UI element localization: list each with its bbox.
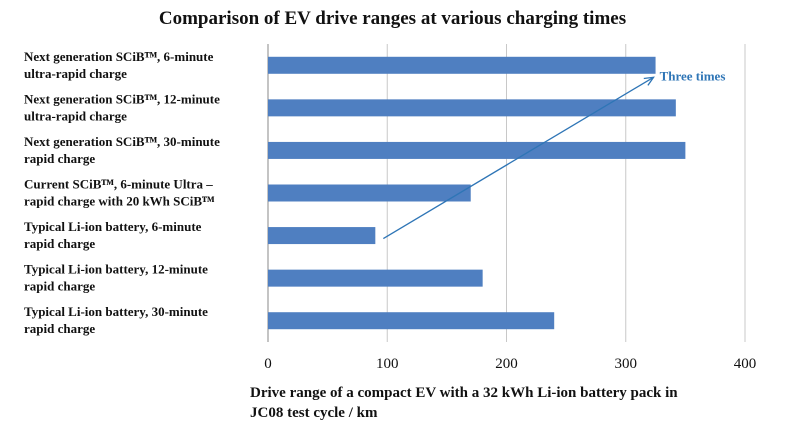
x-tick-label: 0 xyxy=(264,356,272,372)
category-label: rapid charge xyxy=(24,236,95,251)
x-tick-label: 400 xyxy=(734,356,757,372)
annotation-arrow xyxy=(382,76,654,240)
category-label: rapid charge with 20 kWh SCiBᵀᴹ xyxy=(24,194,215,209)
category-label: rapid charge xyxy=(24,321,95,336)
category-label: Next generation SCiBᵀᴹ, 6-minute xyxy=(24,49,214,64)
bar xyxy=(268,227,376,245)
x-tick-label: 100 xyxy=(376,356,399,372)
category-label: ultra-rapid charge xyxy=(24,66,127,81)
x-tick-label: 200 xyxy=(495,356,518,372)
category-label: rapid charge xyxy=(24,151,95,166)
bar xyxy=(268,56,656,74)
bar xyxy=(268,269,483,287)
annotation-label: Three times xyxy=(660,68,726,83)
bars xyxy=(268,56,686,330)
category-label: Typical Li-ion battery, 12-minute xyxy=(24,262,208,277)
category-label: Next generation SCiBᵀᴹ, 30-minute xyxy=(24,134,220,149)
x-axis-label: Drive range of a compact EV with a 32 kW… xyxy=(250,383,770,423)
bar xyxy=(268,184,471,202)
x-tick-label: 300 xyxy=(615,356,638,372)
category-label: Current SCiBᵀᴹ, 6-minute Ultra – xyxy=(24,177,213,192)
category-label: rapid charge xyxy=(24,279,95,294)
annotation: Three times xyxy=(382,68,726,240)
x-tick-labels: 0 100 200 300 400 xyxy=(264,356,756,372)
category-label: Typical Li-ion battery, 6-minute xyxy=(24,219,202,234)
category-label: ultra-rapid charge xyxy=(24,108,127,123)
category-labels: Next generation SCiBᵀᴹ, 6-minute ultra-ra… xyxy=(24,49,220,336)
annotation-arrowhead xyxy=(643,76,655,86)
chart-title: Comparison of EV drive ranges at various… xyxy=(158,8,627,29)
category-label: Typical Li-ion battery, 30-minute xyxy=(24,304,208,319)
x-axis-label-line-2: JC08 test cycle / km xyxy=(250,405,378,421)
bar xyxy=(268,99,676,117)
category-label: Next generation SCiBᵀᴹ, 12-minute xyxy=(24,91,220,106)
bar xyxy=(268,312,555,330)
x-axis-label-line-1: Drive range of a compact EV with a 32 kW… xyxy=(250,385,678,401)
bar xyxy=(268,141,686,159)
